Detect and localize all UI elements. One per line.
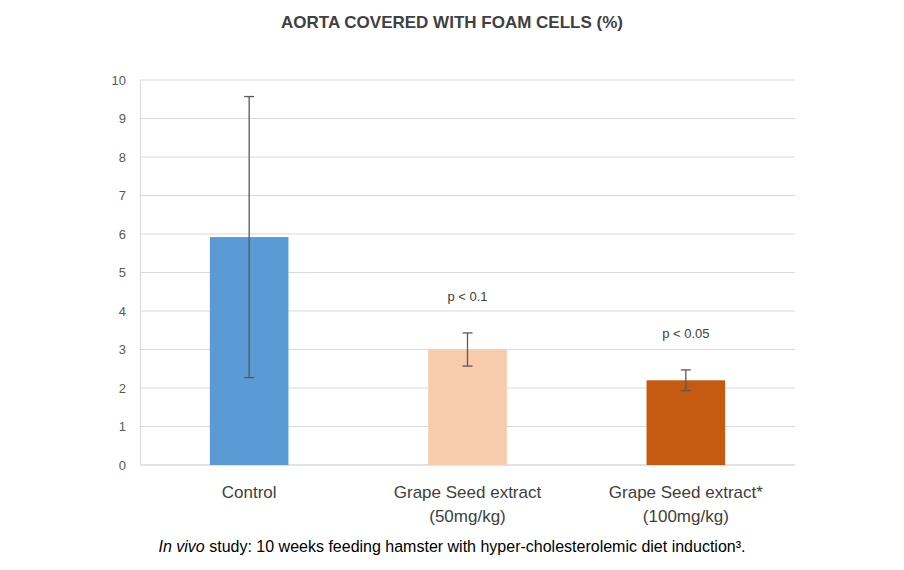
error-cap xyxy=(681,390,691,391)
y-tick-label: 2 xyxy=(119,381,126,396)
y-tick-label: 0 xyxy=(119,458,126,473)
y-axis: 0 1 2 3 4 5 6 7 8 9 10 xyxy=(112,73,141,473)
y-tick-label: 6 xyxy=(119,227,126,242)
grid-line xyxy=(140,234,795,235)
annotation: p < 0.1 xyxy=(447,289,487,304)
chart: AORTA COVERED WITH FOAM CELLS (%) 0 1 2 3 4 5 6… xyxy=(0,0,904,570)
y-tick-label: 1 xyxy=(119,419,126,434)
grid-line xyxy=(140,157,795,158)
y-tick: 7 xyxy=(119,188,140,203)
y-tick: 5 xyxy=(119,265,140,280)
error-stem xyxy=(685,370,686,391)
annotation: p < 0.05 xyxy=(662,326,709,341)
y-tick: 2 xyxy=(119,381,140,396)
grid-line xyxy=(140,80,795,81)
y-tick-label: 10 xyxy=(112,73,126,88)
plot-area xyxy=(210,97,725,465)
y-tick: 10 xyxy=(112,73,140,88)
error-bar xyxy=(244,97,254,378)
bar xyxy=(647,380,726,465)
error-cap xyxy=(463,365,473,366)
y-tick: 8 xyxy=(119,150,140,165)
y-tick-label: 8 xyxy=(119,150,126,165)
error-stem xyxy=(467,333,468,366)
grid-line xyxy=(140,195,795,196)
caption: In vivo study: 10 weeks feeding hamster … xyxy=(159,538,746,555)
y-tick: 3 xyxy=(119,342,140,357)
error-cap xyxy=(244,377,254,378)
x-tick-label: Control xyxy=(222,483,277,502)
bar xyxy=(428,350,507,466)
grid xyxy=(140,80,795,465)
x-tick-label: Grape Seed extract(50mg/kg) xyxy=(394,483,542,526)
x-tick-label: Grape Seed extract*(100mg/kg) xyxy=(609,483,763,526)
y-tick-label: 9 xyxy=(119,111,126,126)
error-cap xyxy=(244,96,254,97)
error-bar xyxy=(681,370,691,391)
y-tick: 1 xyxy=(119,419,140,434)
y-tick: 9 xyxy=(119,111,140,126)
error-stem xyxy=(249,97,250,378)
y-tick-label: 5 xyxy=(119,265,126,280)
grid-line xyxy=(140,118,795,119)
error-bar xyxy=(463,333,473,366)
y-tick: 0 xyxy=(119,458,140,473)
title: AORTA COVERED WITH FOAM CELLS (%) xyxy=(281,13,623,32)
y-tick-label: 3 xyxy=(119,342,126,357)
error-cap xyxy=(463,332,473,333)
y-axis-line xyxy=(140,81,141,466)
y-tick: 6 xyxy=(119,227,140,242)
y-tick: 4 xyxy=(119,304,140,319)
error-cap xyxy=(681,369,691,370)
y-tick-label: 4 xyxy=(119,304,126,319)
y-tick-label: 7 xyxy=(119,188,126,203)
